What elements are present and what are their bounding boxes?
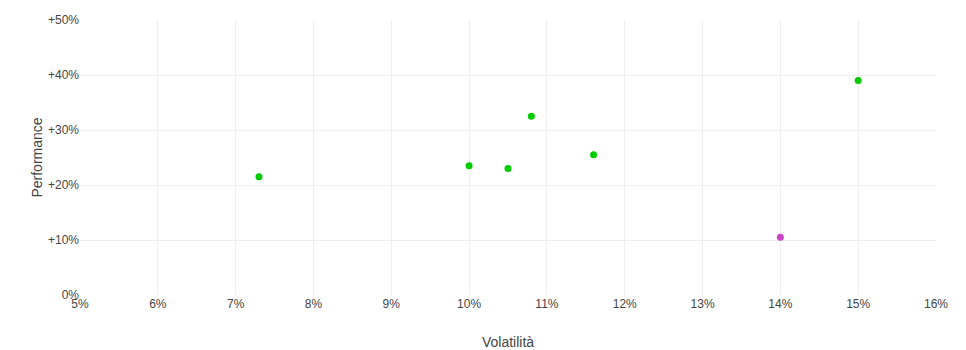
svg-text:+10%: +10% <box>48 233 79 247</box>
svg-text:5%: 5% <box>71 297 89 311</box>
svg-text:10%: 10% <box>457 297 481 311</box>
svg-text:12%: 12% <box>613 297 637 311</box>
svg-text:16%: 16% <box>924 297 948 311</box>
svg-text:15%: 15% <box>846 297 870 311</box>
svg-text:6%: 6% <box>149 297 167 311</box>
svg-text:7%: 7% <box>227 297 245 311</box>
svg-text:14%: 14% <box>768 297 792 311</box>
svg-text:9%: 9% <box>383 297 401 311</box>
svg-text:11%: 11% <box>535 297 558 311</box>
svg-text:+30%: +30% <box>48 123 79 137</box>
svg-text:0%: 0% <box>62 288 80 302</box>
svg-text:Performance: Performance <box>29 117 45 197</box>
svg-text:Volatilità: Volatilità <box>482 334 534 350</box>
svg-text:8%: 8% <box>305 297 323 311</box>
svg-text:+40%: +40% <box>48 68 79 82</box>
svg-text:+50%: +50% <box>48 13 79 27</box>
svg-text:13%: 13% <box>691 297 715 311</box>
svg-text:+20%: +20% <box>48 178 79 192</box>
